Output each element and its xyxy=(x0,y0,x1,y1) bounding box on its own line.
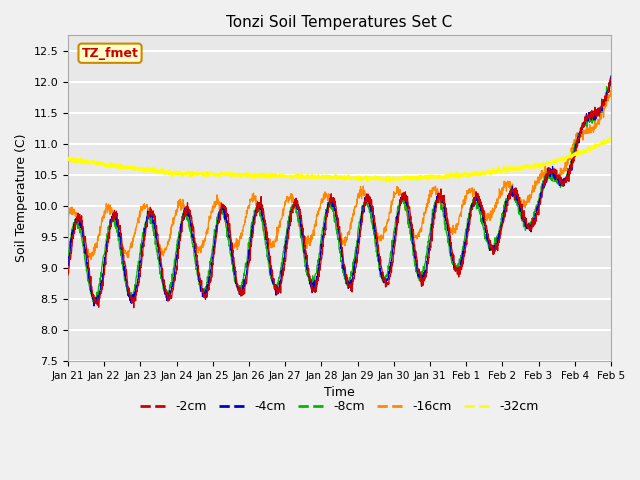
Legend: -2cm, -4cm, -8cm, -16cm, -32cm: -2cm, -4cm, -8cm, -16cm, -32cm xyxy=(135,395,543,418)
Title: Tonzi Soil Temperatures Set C: Tonzi Soil Temperatures Set C xyxy=(227,15,452,30)
Y-axis label: Soil Temperature (C): Soil Temperature (C) xyxy=(15,134,28,262)
Text: TZ_fmet: TZ_fmet xyxy=(82,47,138,60)
X-axis label: Time: Time xyxy=(324,386,355,399)
